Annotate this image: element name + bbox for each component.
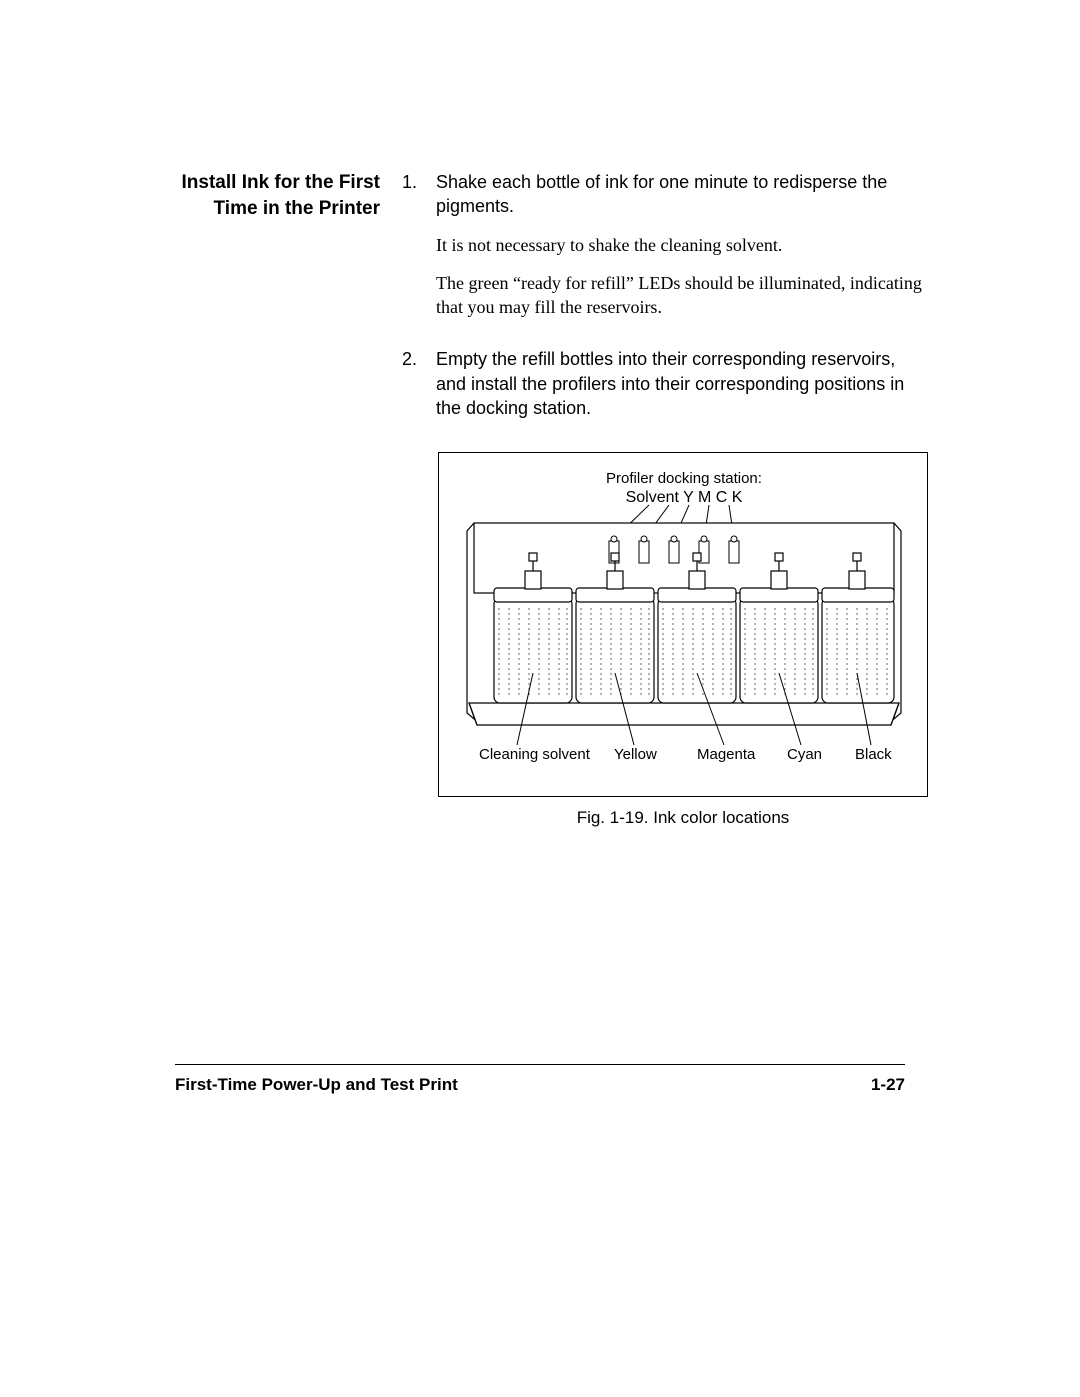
step-body: Shake each bottle of ink for one minute …	[436, 170, 928, 333]
footer-section-title: First-Time Power-Up and Test Print	[175, 1075, 458, 1095]
footer-page-number: 1-27	[871, 1075, 905, 1095]
fig-label-cleaning-solvent: Cleaning solvent	[479, 746, 591, 763]
fig-label-black: Black	[855, 746, 892, 763]
tray-base	[469, 703, 899, 725]
step-2: 2. Empty the refill bottles into their c…	[402, 347, 928, 434]
step-2-lead: Empty the refill bottles into their corr…	[436, 347, 928, 420]
figure-caption: Fig. 1-19. Ink color locations	[438, 807, 928, 830]
step-1: 1. Shake each bottle of ink for one minu…	[402, 170, 928, 333]
page-footer: First-Time Power-Up and Test Print 1-27	[175, 1064, 905, 1095]
content-row: Install Ink for the First Time in the Pr…	[180, 170, 905, 830]
step-number: 2.	[402, 347, 422, 434]
step-number: 1.	[402, 170, 422, 333]
figure-box: Profiler docking station: Solvent Y M C …	[438, 452, 928, 797]
step-1-lead: Shake each bottle of ink for one minute …	[436, 170, 928, 219]
ink-locations-diagram: Profiler docking station: Solvent Y M C …	[439, 453, 928, 797]
step-1-note-1: It is not necessary to shake the cleanin…	[436, 233, 928, 257]
fig-label-cyan: Cyan	[787, 746, 822, 763]
fig-top-label-1: Profiler docking station:	[606, 470, 762, 487]
body-column: 1. Shake each bottle of ink for one minu…	[402, 170, 928, 830]
step-body: Empty the refill bottles into their corr…	[436, 347, 928, 434]
step-1-note-2: The green “ready for refill” LEDs should…	[436, 271, 928, 320]
side-heading: Install Ink for the First Time in the Pr…	[180, 170, 380, 830]
fig-top-label-2: Solvent Y M C K	[626, 489, 743, 506]
fig-label-magenta: Magenta	[697, 746, 756, 763]
fig-label-yellow: Yellow	[614, 746, 657, 763]
page: Install Ink for the First Time in the Pr…	[0, 0, 1080, 1397]
